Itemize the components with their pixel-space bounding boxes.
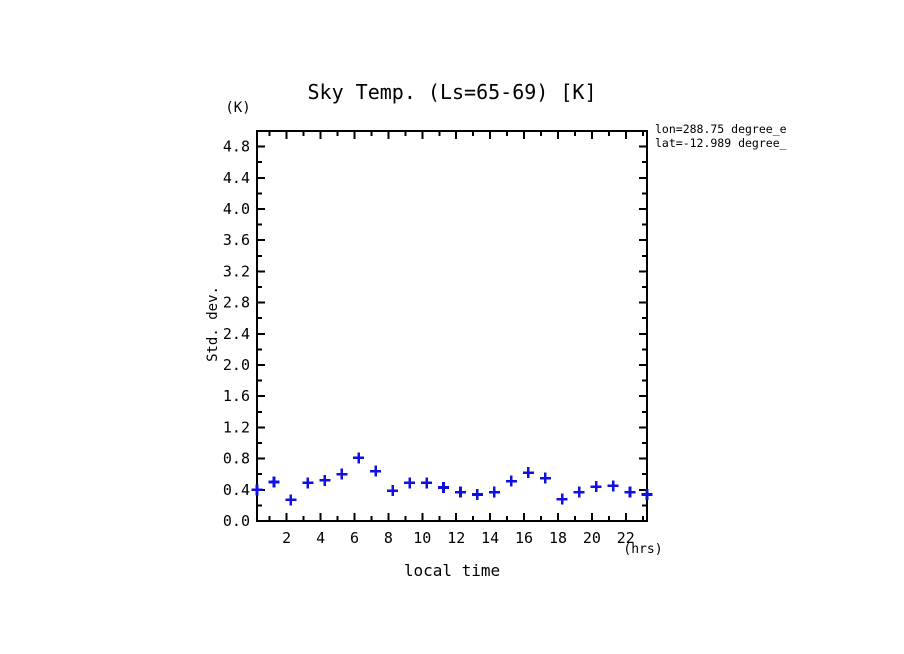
- data-point-marker: [268, 476, 280, 488]
- y-tick-label: 4.4: [223, 169, 250, 187]
- data-point-marker: [438, 481, 450, 493]
- data-point-marker: [302, 477, 314, 489]
- data-point-marker: [319, 474, 331, 486]
- data-point-marker: [590, 481, 602, 493]
- y-tick-label: 2.0: [223, 356, 250, 374]
- data-point-marker: [336, 468, 348, 480]
- data-point-marker: [488, 486, 500, 498]
- x-tick-label: 16: [515, 529, 533, 547]
- data-point-marker: [471, 488, 483, 500]
- x-tick-label: 2: [282, 529, 291, 547]
- y-tick-label: 0.0: [223, 512, 250, 530]
- y-axis-unit-label: (K): [225, 100, 251, 116]
- data-point-marker: [251, 484, 263, 496]
- y-tick-label: 4.8: [223, 138, 250, 156]
- data-point-marker: [421, 477, 433, 489]
- x-tick-label: 20: [583, 529, 601, 547]
- x-tick-label: 22: [617, 529, 635, 547]
- y-tick-label: 0.4: [223, 481, 250, 499]
- x-tick-label: 4: [316, 529, 325, 547]
- x-tick-label: 18: [549, 529, 567, 547]
- data-point-marker: [607, 480, 619, 492]
- data-point-marker: [522, 467, 534, 479]
- y-tick-label: 0.8: [223, 450, 250, 468]
- x-tick-label: 14: [481, 529, 499, 547]
- data-point-marker: [353, 452, 365, 464]
- data-point-marker: [556, 493, 568, 505]
- x-tick-label: 6: [350, 529, 359, 547]
- data-point-marker: [539, 472, 551, 484]
- y-tick-label: 1.2: [223, 418, 250, 436]
- data-point-marker: [505, 475, 517, 487]
- x-axis-unit-label: (hrs): [623, 542, 663, 557]
- plot-frame: [256, 130, 648, 522]
- coordinate-annotation: lon=288.75 degree_e lat=-12.989 degree_: [655, 122, 790, 150]
- data-point-marker: [454, 486, 466, 498]
- data-point-marker: [624, 486, 636, 498]
- data-point-marker: [285, 494, 297, 506]
- chart-title: Sky Temp. (Ls=65-69) [K]: [307, 80, 597, 104]
- y-tick-label: 2.8: [223, 294, 250, 312]
- x-tick-label: 10: [413, 529, 431, 547]
- annotation-longitude: lon=288.75 degree_e: [655, 122, 787, 136]
- data-point-marker: [641, 488, 653, 500]
- y-tick-label: 2.4: [223, 325, 250, 343]
- y-tick-label: 3.6: [223, 231, 250, 249]
- annotation-latitude: lat=-12.989 degree_: [655, 136, 787, 150]
- data-point-marker: [387, 485, 399, 497]
- x-tick-label: 8: [384, 529, 393, 547]
- y-tick-label: 3.2: [223, 262, 250, 280]
- x-tick-label: 12: [447, 529, 465, 547]
- y-tick-label: 4.0: [223, 200, 250, 218]
- data-point-marker: [370, 465, 382, 477]
- x-axis-title: local time: [403, 561, 501, 580]
- data-point-marker: [573, 486, 585, 498]
- y-tick-label: 1.6: [223, 387, 250, 405]
- data-point-marker: [404, 477, 416, 489]
